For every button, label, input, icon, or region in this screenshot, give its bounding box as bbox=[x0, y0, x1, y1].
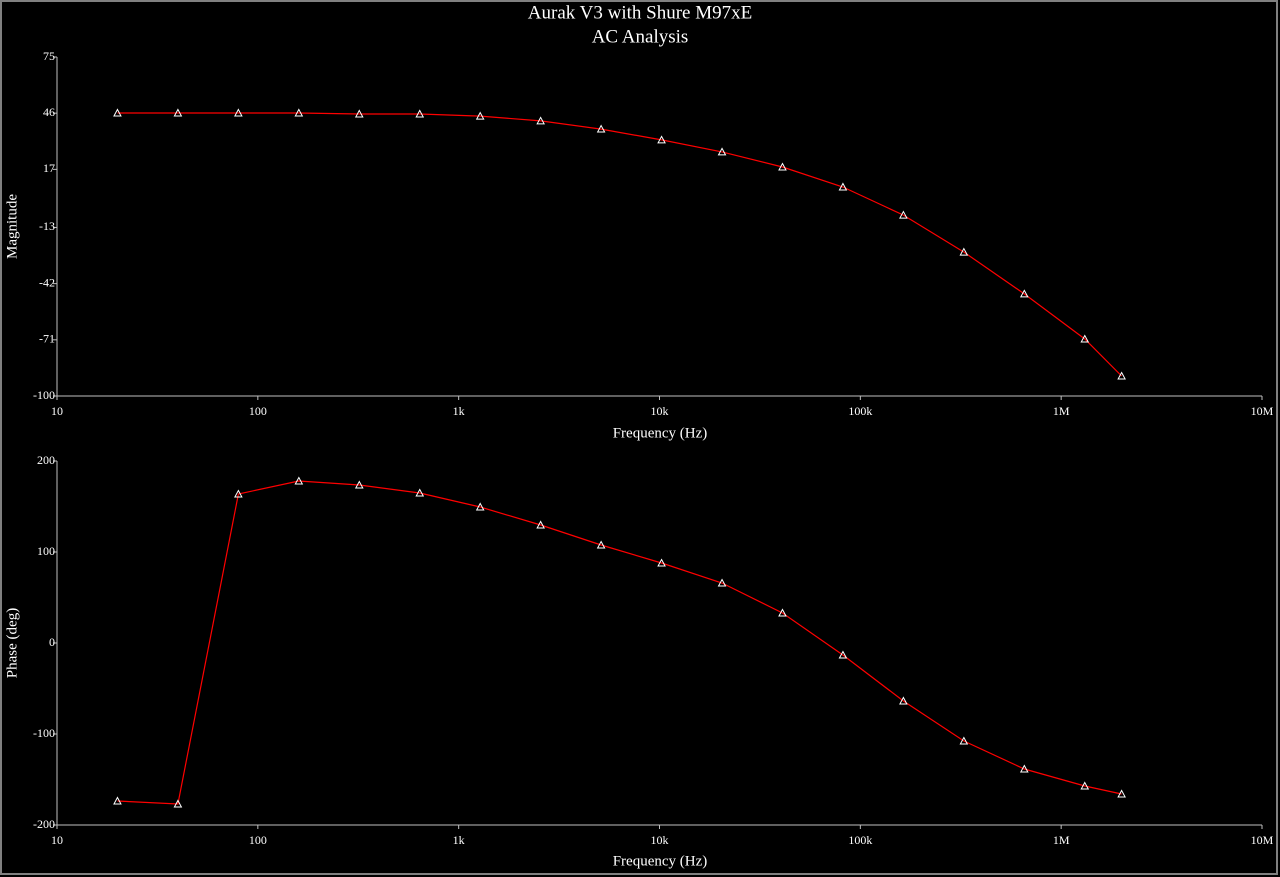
data-marker bbox=[838, 650, 848, 659]
data-marker bbox=[838, 182, 848, 191]
x-tick-label: 10k bbox=[651, 833, 669, 847]
y-tick-label: -13 bbox=[39, 219, 55, 233]
y-tick-label: -42 bbox=[39, 275, 55, 289]
data-marker bbox=[113, 108, 122, 117]
data-marker bbox=[1117, 789, 1126, 798]
x-tick-label: 100 bbox=[249, 404, 267, 418]
data-marker bbox=[294, 476, 304, 485]
x-tick-label: 1k bbox=[453, 404, 465, 418]
x-tick-label: 100k bbox=[848, 833, 872, 847]
y-tick-label: 75 bbox=[43, 49, 55, 63]
data-marker bbox=[234, 489, 243, 498]
data-marker bbox=[475, 502, 485, 511]
y-tick-label: -100 bbox=[33, 388, 55, 402]
y-tick-label: 100 bbox=[37, 544, 55, 558]
y-axis-label: Phase (deg) bbox=[4, 608, 20, 678]
y-tick-label: -200 bbox=[33, 817, 55, 831]
y-tick-label: 200 bbox=[37, 453, 55, 467]
y-tick-label: 46 bbox=[43, 105, 55, 119]
data-marker bbox=[475, 111, 485, 120]
data-marker bbox=[899, 210, 908, 219]
data-marker bbox=[354, 480, 364, 489]
data-marker bbox=[959, 247, 969, 256]
x-tick-label: 10 bbox=[51, 833, 63, 847]
data-marker bbox=[1019, 289, 1029, 298]
data-marker bbox=[234, 108, 243, 117]
x-tick-label: 1k bbox=[453, 833, 465, 847]
data-marker bbox=[173, 108, 183, 117]
data-marker bbox=[657, 135, 666, 144]
x-tick-label: 10M bbox=[1251, 833, 1274, 847]
y-tick-label: -71 bbox=[39, 332, 55, 346]
y-tick-label: 17 bbox=[43, 161, 55, 175]
x-tick-label: 10 bbox=[51, 404, 63, 418]
data-marker bbox=[536, 520, 545, 529]
data-marker bbox=[415, 488, 425, 497]
x-tick-label: 1M bbox=[1053, 404, 1070, 418]
data-marker bbox=[113, 796, 122, 805]
data-marker bbox=[717, 147, 727, 156]
data-marker bbox=[657, 558, 666, 567]
data-marker bbox=[173, 799, 183, 808]
x-axis-label: Frequency (Hz) bbox=[613, 425, 708, 441]
x-tick-label: 10k bbox=[651, 404, 669, 418]
data-marker bbox=[778, 608, 787, 617]
x-tick-label: 10M bbox=[1251, 404, 1274, 418]
data-marker bbox=[778, 162, 787, 171]
data-marker bbox=[354, 109, 364, 118]
data-marker bbox=[596, 124, 606, 133]
data-marker bbox=[294, 108, 304, 117]
x-tick-label: 1M bbox=[1053, 833, 1070, 847]
data-marker bbox=[717, 578, 727, 587]
series-line bbox=[117, 480, 1122, 805]
x-tick-label: 100 bbox=[249, 833, 267, 847]
data-marker bbox=[1080, 781, 1090, 790]
chart-subtitle: AC Analysis bbox=[592, 26, 689, 47]
data-marker bbox=[1019, 764, 1029, 773]
data-marker bbox=[596, 540, 606, 549]
data-marker bbox=[959, 736, 969, 745]
data-marker bbox=[1080, 334, 1090, 343]
x-axis-label: Frequency (Hz) bbox=[613, 853, 708, 869]
data-marker bbox=[415, 109, 425, 118]
data-marker bbox=[536, 116, 545, 125]
series-line bbox=[117, 112, 1123, 377]
data-marker bbox=[899, 696, 908, 705]
y-tick-label: 0 bbox=[49, 635, 55, 649]
chart-title: Aurak V3 with Shure M97xE bbox=[528, 2, 752, 23]
data-marker bbox=[1117, 371, 1126, 380]
y-axis-label: Magnitude bbox=[4, 194, 20, 259]
y-tick-label: -100 bbox=[33, 726, 55, 740]
x-tick-label: 100k bbox=[848, 404, 872, 418]
